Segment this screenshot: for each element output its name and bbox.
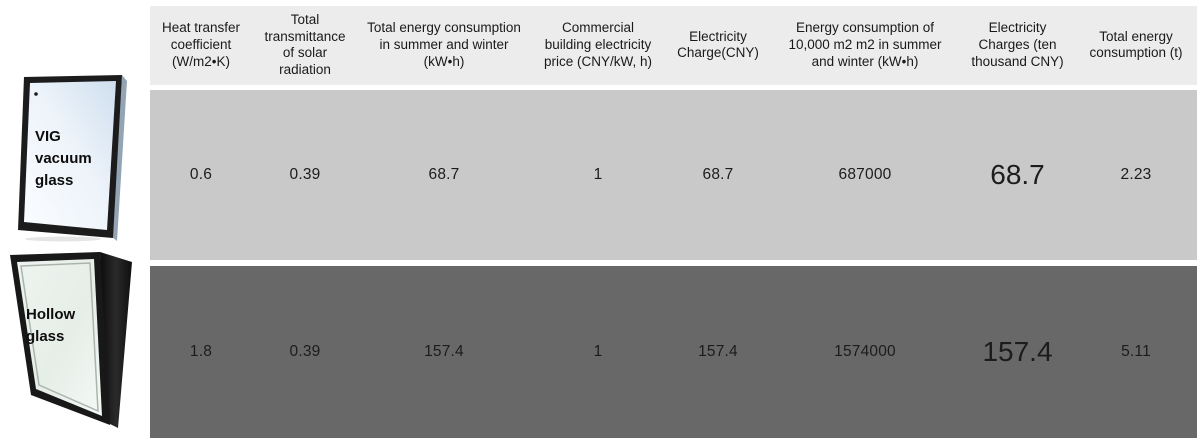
- hollow-electricity-price-value: 1: [593, 342, 603, 360]
- col-header-electricity-charge: Electricity Charge(CNY): [677, 28, 759, 61]
- table-row-hollow-glass: 1.8 0.39 157.4 1 157.4 1574000 157.4 5.1…: [150, 265, 1197, 438]
- vig-vacuum-glass-photo: VIG vacuum glass: [8, 74, 128, 242]
- table-header-row: Heat transfer coefficient (W/m2•K) Total…: [150, 6, 1197, 85]
- vig-glass-panel-graphic: [18, 75, 127, 242]
- col-header-solar-transmittance: Total transmittance of solar radiation: [264, 12, 346, 78]
- hollow-electricity-charges-emphasized-value: 157.4: [982, 335, 1053, 367]
- col-header-electricity-charges-ten-thousand: Electricity Charges (ten thousand CNY): [971, 20, 1064, 69]
- vig-heat-transfer-value: 0.6: [189, 165, 213, 183]
- hollow-glass-photo: Hollow glass: [0, 248, 134, 432]
- col-header-heat-transfer-coefficient: Heat transfer coefficient (W/m2•K): [161, 20, 241, 69]
- vacuum-port-dot: [34, 92, 38, 96]
- vig-electricity-charges-emphasized-value: 68.7: [990, 158, 1045, 190]
- vig-total-energy-t-value: 2.23: [1120, 165, 1152, 183]
- hollow-electricity-charge-value: 157.4: [698, 342, 738, 360]
- glass-label-hollow: Hollow glass: [26, 306, 76, 345]
- glass-label-vig: VIG vacuum glass: [35, 128, 92, 189]
- hollow-glass-panel-graphic: [10, 252, 132, 428]
- col-header-total-energy-consumption-t: Total energy consumption (t): [1089, 28, 1183, 61]
- hollow-heat-transfer-value: 1.8: [189, 342, 213, 360]
- col-header-total-energy-consumption: Total energy consumption in summer and w…: [367, 20, 521, 69]
- vig-total-energy-value: 68.7: [428, 165, 460, 183]
- vig-electricity-charge-value: 68.7: [702, 165, 734, 183]
- comparison-table: Heat transfer coefficient (W/m2•K) Total…: [150, 6, 1197, 438]
- hollow-solar-transmittance-value: 0.39: [289, 342, 321, 360]
- vig-electricity-price-value: 1: [593, 165, 603, 183]
- col-header-energy-consumption-10000m2: Energy consumption of 10,000 m2 m2 in su…: [788, 20, 942, 69]
- vig-energy-10000m2-value: 687000: [838, 165, 892, 183]
- hollow-total-energy-value: 157.4: [424, 342, 464, 360]
- col-header-electricity-price: Commercial building electricity price (C…: [543, 20, 652, 69]
- table-row-vig-vacuum-glass: 0.6 0.39 68.7 1 68.7 687000 68.7 2.23: [150, 89, 1197, 260]
- vig-solar-transmittance-value: 0.39: [289, 165, 321, 183]
- hollow-total-energy-t-value: 5.11: [1121, 342, 1151, 360]
- hollow-energy-10000m2-value: 1574000: [834, 342, 896, 360]
